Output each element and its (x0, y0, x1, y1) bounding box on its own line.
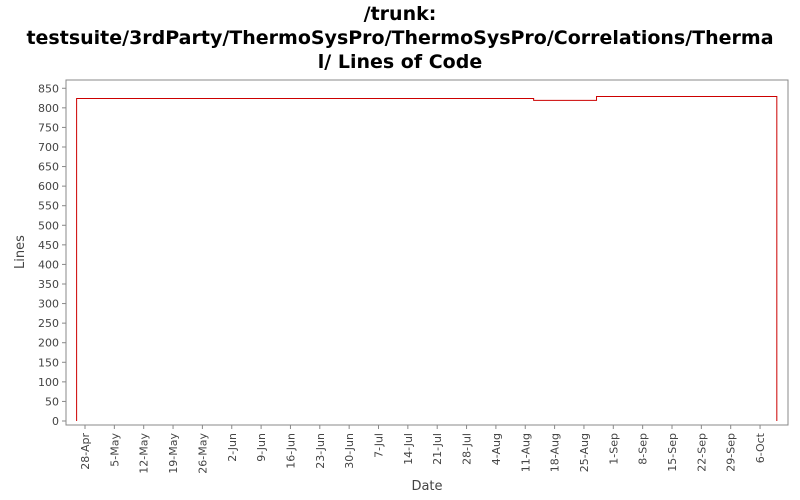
y-tick-label: 600 (38, 180, 59, 193)
series-layer (76, 95, 778, 421)
x-tick-label: 28-Jul (461, 433, 474, 465)
x-tick-label: 14-Jul (402, 433, 415, 465)
x-axis-ticks: 28-Apr 5-May 12-May 19-May 26-May 2-Jun 9-Jun 1… (79, 425, 767, 474)
y-tick-label: 100 (38, 376, 59, 389)
x-tick-label: 21-Jul (431, 433, 444, 465)
x-tick-label: 23-Jun (314, 433, 327, 469)
y-tick-label: 50 (45, 395, 59, 408)
chart-title-line-1: /trunk: (363, 3, 437, 25)
x-tick-label: 1-Sep (607, 433, 620, 465)
x-tick-label: 16-Jun (284, 433, 297, 469)
x-tick-label: 15-Sep (666, 433, 679, 472)
y-axis-label: Lines (13, 235, 28, 269)
y-tick-label: 700 (38, 141, 59, 154)
x-tick-label: 6-Oct (754, 432, 767, 463)
x-tick-label: 11-Aug (519, 433, 532, 472)
x-axis-label: Date (411, 479, 442, 494)
y-tick-label: 850 (38, 82, 59, 95)
x-tick-label: 8-Sep (637, 433, 650, 465)
y-tick-label: 500 (38, 219, 59, 232)
x-tick-label: 5-May (108, 433, 121, 467)
x-tick-label: 12-May (138, 433, 151, 474)
x-tick-label: 26-May (196, 433, 209, 474)
x-tick-label: 25-Aug (578, 433, 591, 472)
x-tick-label: 4-Aug (490, 433, 503, 465)
x-tick-label: 2-Jun (226, 433, 239, 462)
y-tick-label: 750 (38, 121, 59, 134)
x-tick-label: 28-Apr (79, 433, 92, 470)
y-tick-label: 400 (38, 258, 59, 271)
y-tick-label: 350 (38, 278, 59, 291)
chart-title: /trunk: testsuite/3rdParty/ThermoSysPro/… (0, 2, 800, 74)
x-tick-label: 30-Jun (343, 433, 356, 469)
y-tick-label: 300 (38, 298, 59, 311)
x-tick-label: 18-Aug (549, 433, 562, 472)
y-tick-label: 650 (38, 161, 59, 174)
chart-title-line-2: testsuite/3rdParty/ThermoSysPro/ThermoSy… (26, 27, 774, 49)
x-tick-label: 29-Sep (725, 433, 738, 472)
x-tick-label: 7-Jul (373, 433, 386, 458)
x-tick-label: 9-Jun (255, 433, 268, 462)
x-tick-label: 22-Sep (695, 433, 708, 472)
y-tick-label: 450 (38, 239, 59, 252)
plot-area-frame (65, 79, 789, 426)
y-tick-label: 150 (38, 356, 59, 369)
y-axis-ticks: 0 50 100 150 200 250 300 350 400 450 500 550 600 650 7… (38, 82, 66, 428)
y-tick-label: 200 (38, 337, 59, 350)
y-tick-label: 550 (38, 200, 59, 213)
y-tick-label: 800 (38, 102, 59, 115)
series-line (76, 95, 778, 421)
y-tick-label: 0 (52, 415, 59, 428)
x-tick-label: 19-May (167, 433, 180, 474)
chart-title-line-3: l/ Lines of Code (317, 51, 483, 73)
y-tick-label: 250 (38, 317, 59, 330)
